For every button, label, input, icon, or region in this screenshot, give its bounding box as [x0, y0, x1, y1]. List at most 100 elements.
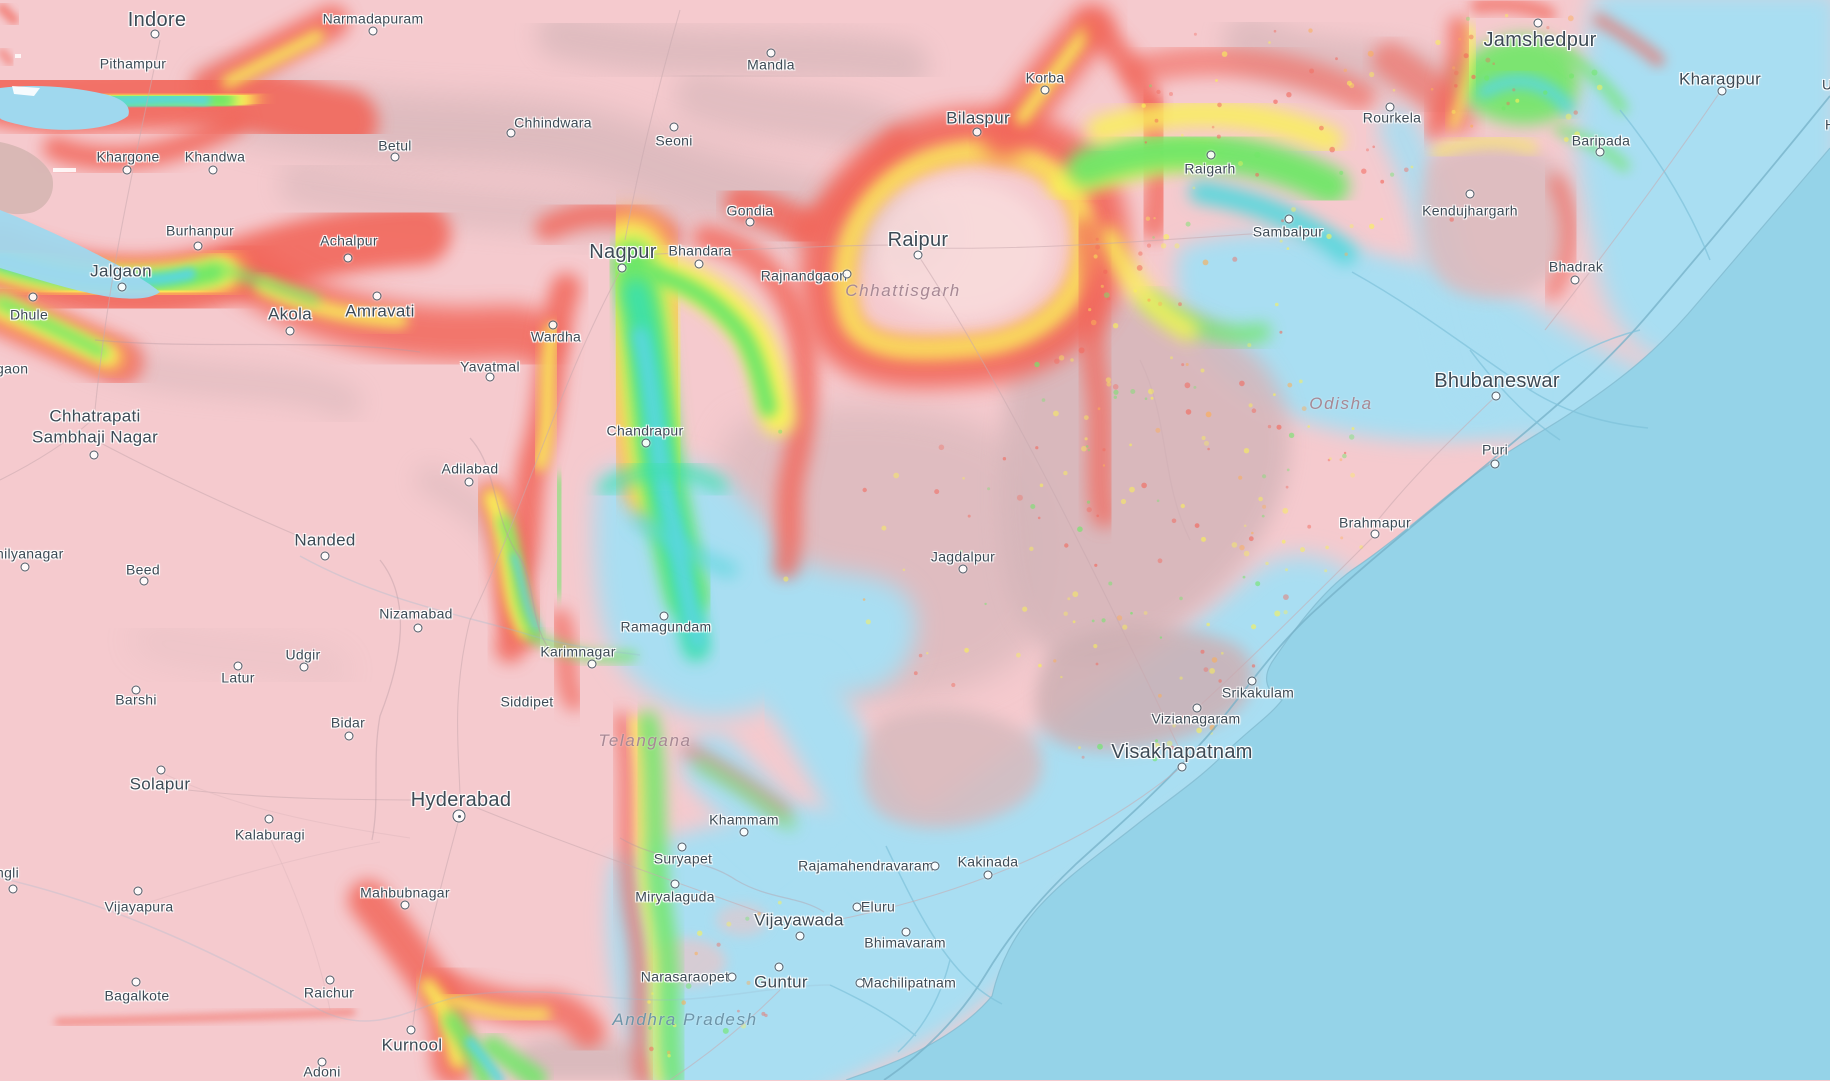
- lakes: [0, 54, 160, 299]
- admin-boundaries: [94, 339, 1191, 913]
- city-label: Raichur: [303, 984, 355, 1001]
- city-label: Burhanpur: [165, 222, 235, 239]
- city-label: Beed: [126, 561, 160, 578]
- city-marker: [390, 152, 400, 162]
- city-label: Srikakulam: [1221, 684, 1295, 701]
- city-label: Korba: [1025, 69, 1065, 86]
- city-marker: [1385, 102, 1395, 112]
- city-marker: [930, 861, 940, 871]
- coastal-hills: [520, 142, 1575, 1080]
- city-marker: [641, 438, 651, 448]
- city-marker: [774, 962, 784, 972]
- city-label: Bilaspur: [946, 108, 1010, 128]
- city-label: Khammam: [709, 811, 779, 828]
- city-marker: [795, 931, 805, 941]
- city-marker: [694, 259, 704, 269]
- city-marker: [670, 879, 680, 889]
- city-label: Jalgaon: [90, 261, 152, 281]
- city-label: Nizamabad: [379, 605, 453, 622]
- city-label: gaon: [0, 360, 29, 377]
- city-label: Barshi: [115, 691, 157, 708]
- city-marker: [1533, 18, 1543, 28]
- city-marker: [139, 576, 149, 586]
- city-marker: [20, 562, 30, 572]
- city-marker: [506, 128, 516, 138]
- city-marker: [1247, 676, 1257, 686]
- territorial-waters-line: [883, 95, 1830, 1080]
- city-label: Yavatmal: [460, 358, 520, 375]
- city-marker: [372, 291, 382, 301]
- city-marker: [285, 326, 295, 336]
- city-label: H: [1825, 116, 1830, 133]
- city-label: Narasaraopet: [640, 968, 730, 985]
- state-label: Chhattisgarh: [845, 281, 961, 300]
- city-label: Khandwa: [184, 148, 246, 165]
- city-label: Bidar: [330, 714, 366, 731]
- city-label: Pithampur: [99, 55, 167, 72]
- city-label: Bhubaneswar: [1434, 369, 1560, 392]
- city-marker: [131, 685, 141, 695]
- city-label: Jagdalpur: [930, 548, 996, 565]
- city-marker: [452, 809, 466, 823]
- city-label: Akola: [267, 304, 313, 324]
- city-marker: [1206, 150, 1216, 160]
- city-marker: [855, 978, 865, 988]
- city-marker: [1491, 391, 1501, 401]
- city-marker: [1465, 189, 1475, 199]
- city-marker: [1570, 275, 1580, 285]
- city-marker: [400, 900, 410, 910]
- city-label: Khargone: [96, 148, 160, 165]
- city-label: Hyderabad: [410, 788, 512, 811]
- city-marker: [659, 611, 669, 621]
- city-label: Visakhapatnam: [1111, 740, 1253, 763]
- city-label: Bagalkote: [104, 987, 170, 1004]
- city-label: Puri: [1481, 441, 1509, 458]
- city-marker: [972, 127, 982, 137]
- city-marker: [1490, 459, 1500, 469]
- city-marker: [299, 662, 309, 672]
- city-marker: [669, 122, 679, 132]
- ocean: [846, 148, 1830, 1080]
- city-label: Narmadapuram: [322, 10, 424, 27]
- city-label: ngli: [0, 864, 19, 881]
- city-label: Suryapet: [653, 850, 713, 867]
- city-label: Adilabad: [441, 460, 499, 477]
- city-label: hilyanagar: [0, 545, 64, 562]
- city-marker: [548, 320, 558, 330]
- city-label: Chhatrapati Sambhaji Nagar: [31, 406, 159, 446]
- city-label: Machilipatnam: [861, 974, 957, 991]
- city-marker: [739, 827, 749, 837]
- city-label: Baripada: [1571, 132, 1631, 149]
- city-marker: [901, 927, 911, 937]
- city-marker: [983, 870, 993, 880]
- city-marker: [766, 48, 776, 58]
- city-label: Rourkela: [1362, 109, 1422, 126]
- city-label: Kurnool: [381, 1035, 443, 1055]
- state-label: Telangana: [598, 731, 692, 750]
- city-label: Indore: [127, 8, 187, 31]
- city-marker: [745, 217, 755, 227]
- rivers: [0, 109, 1711, 1053]
- city-label: Nagpur: [589, 240, 657, 263]
- city-label: Raipur: [887, 228, 949, 251]
- city-marker: [208, 165, 218, 175]
- city-marker: [122, 165, 132, 175]
- city-marker: [156, 765, 166, 775]
- city-label: Vizianagaram: [1151, 710, 1241, 727]
- city-label: Chhindwara: [514, 114, 592, 131]
- city-label: Kakinada: [957, 853, 1019, 870]
- city-marker: [1717, 86, 1727, 96]
- city-label: Miryalaguda: [635, 888, 715, 905]
- city-label: Kalaburagi: [235, 826, 305, 843]
- city-label: Betul: [378, 137, 412, 154]
- city-marker: [264, 814, 274, 824]
- city-marker: [1595, 147, 1605, 157]
- city-marker: [193, 241, 203, 251]
- city-label: Jamshedpur: [1483, 28, 1597, 51]
- city-marker: [131, 977, 141, 987]
- city-label: Latur: [221, 669, 255, 686]
- city-marker: [1284, 214, 1294, 224]
- city-label: Gondia: [726, 202, 774, 219]
- city-label: Sambalpur: [1252, 223, 1324, 240]
